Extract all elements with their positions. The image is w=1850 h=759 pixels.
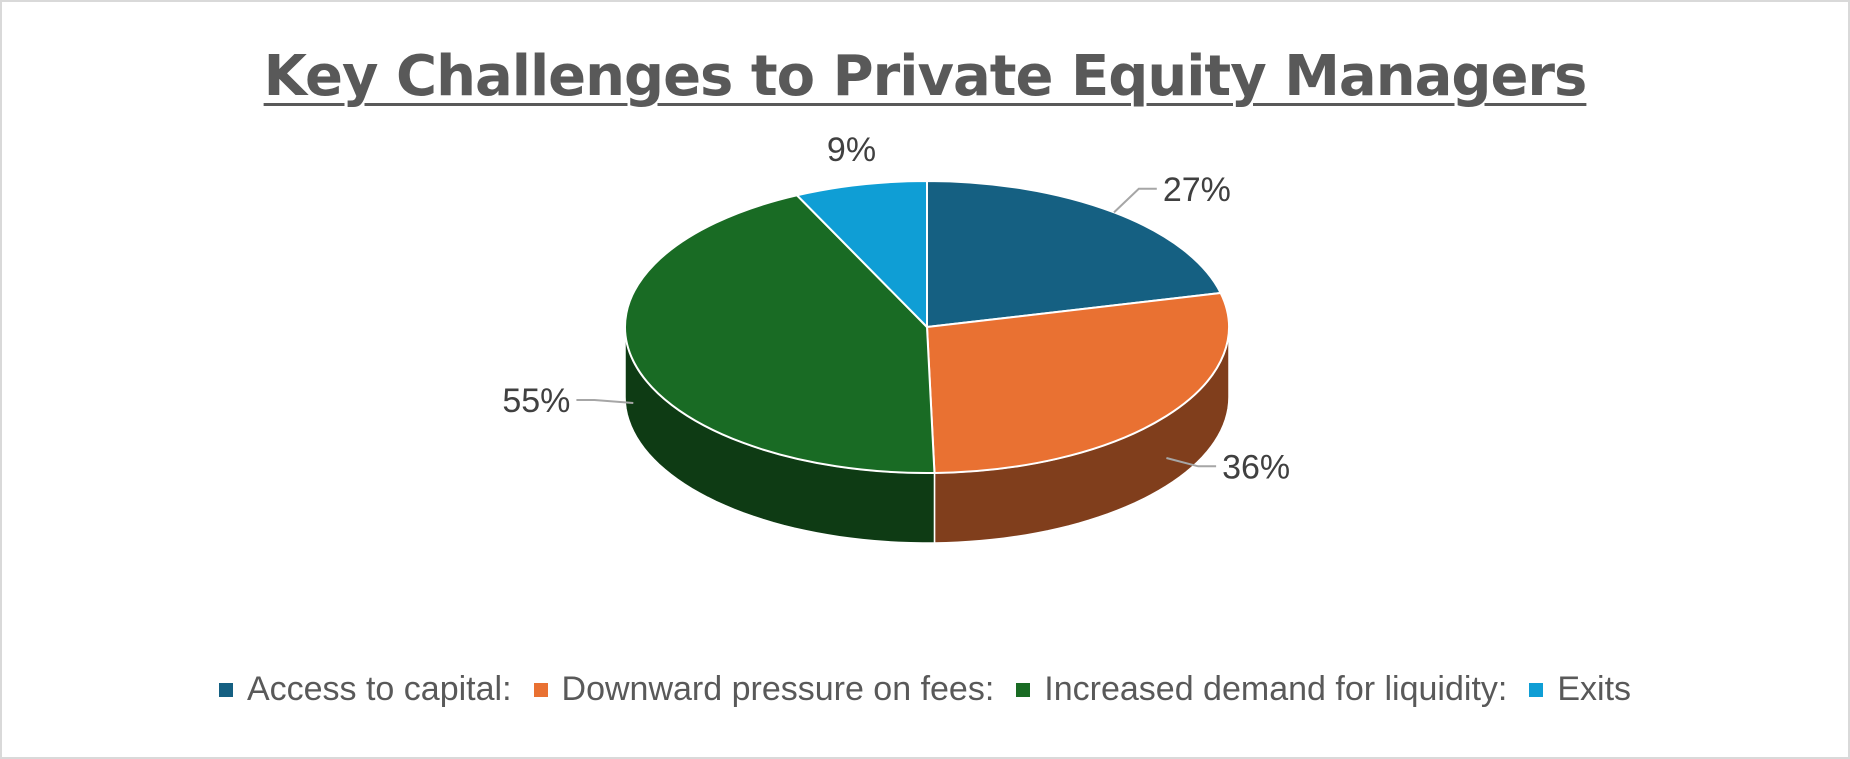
leader-line-increased-demand-for-liquidity [576, 399, 634, 404]
leader-line-downward-pressure-on-fees [1166, 457, 1217, 468]
chart-title: Key Challenges to Private Equity Manager… [263, 44, 1588, 109]
legend-item-increased-demand-for-liquidity: Increased demand for liquidity: [1016, 670, 1507, 709]
pie-top [624, 179, 1231, 474]
legend-label: Exits [1557, 670, 1632, 708]
legend-swatch [533, 682, 548, 697]
data-labels: 27% 36% 55% 9% [502, 131, 1290, 486]
legend-label: Downward pressure on fees: [561, 670, 995, 708]
leader-line-access-to-capital [1113, 187, 1157, 214]
legend-swatch [1529, 682, 1544, 697]
legend-swatch [218, 682, 233, 697]
pie-slice-increased-demand-for-liquidity [624, 194, 936, 474]
data-label-downward-pressure-on-fees: 36% [1222, 448, 1290, 486]
pie-slice-downward-pressure-on-fees [925, 291, 1231, 474]
data-label-exits: 9% [827, 131, 876, 169]
legend: Access to capital: Downward pressure on … [2, 670, 1848, 709]
legend-item-downward-pressure-on-fees: Downward pressure on fees: [533, 670, 995, 709]
data-label-increased-demand-for-liquidity: 55% [502, 382, 570, 420]
data-label-access-to-capital: 27% [1163, 171, 1231, 209]
legend-label: Increased demand for liquidity: [1044, 670, 1508, 708]
pie-slice-exits [794, 179, 928, 330]
legend-swatch [1016, 682, 1031, 697]
legend-label: Access to capital: [246, 670, 512, 708]
legend-item-exits: Exits [1529, 670, 1631, 709]
legend-item-access-to-capital: Access to capital: [218, 670, 512, 709]
